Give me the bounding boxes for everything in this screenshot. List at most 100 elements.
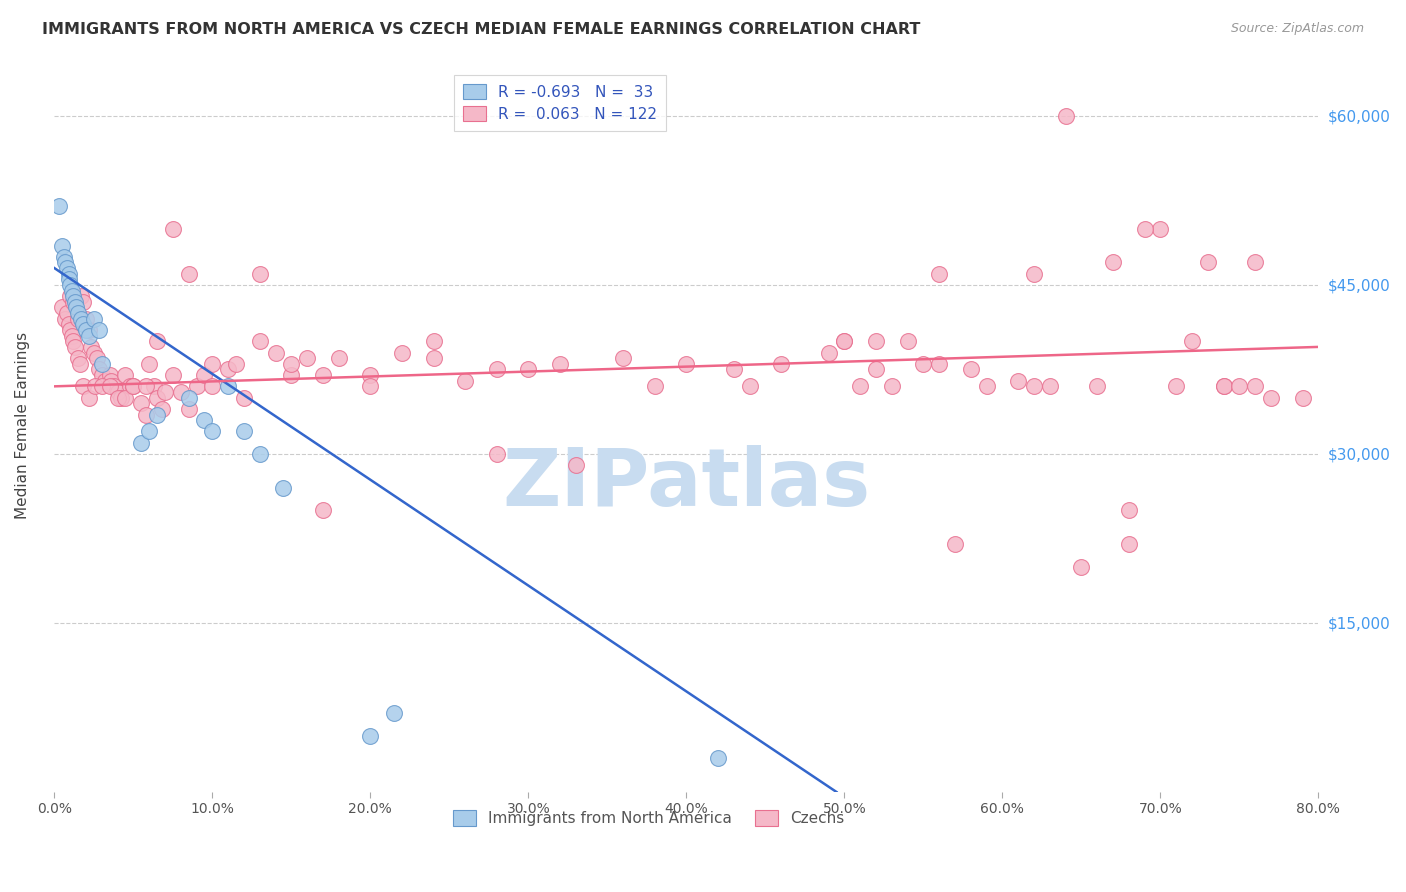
- Point: [100, 374, 122, 388]
- Point: [485, 362, 508, 376]
- Point: [249, 267, 271, 281]
- Point: [162, 368, 184, 382]
- Point: [1085, 379, 1108, 393]
- Point: [58, 272, 80, 286]
- Point: [146, 391, 169, 405]
- Point: [142, 379, 165, 393]
- Point: [77, 328, 100, 343]
- Point: [232, 425, 254, 439]
- Point: [485, 447, 508, 461]
- Point: [138, 425, 160, 439]
- Point: [232, 391, 254, 405]
- Point: [83, 345, 105, 359]
- Point: [170, 384, 193, 399]
- Point: [110, 391, 132, 405]
- Point: [51, 301, 73, 315]
- Point: [56, 306, 79, 320]
- Point: [56, 260, 79, 275]
- Point: [150, 401, 173, 416]
- Point: [62, 334, 84, 349]
- Point: [280, 357, 302, 371]
- Point: [66, 311, 89, 326]
- Point: [422, 334, 444, 349]
- Point: [880, 379, 903, 393]
- Point: [103, 379, 125, 393]
- Point: [153, 384, 176, 399]
- Point: [976, 379, 998, 393]
- Point: [107, 391, 129, 405]
- Point: [770, 357, 793, 371]
- Point: [120, 379, 142, 393]
- Point: [52, 250, 75, 264]
- Point: [1022, 379, 1045, 393]
- Point: [193, 413, 215, 427]
- Point: [107, 384, 129, 399]
- Point: [359, 379, 381, 393]
- Point: [359, 368, 381, 382]
- Point: [98, 379, 121, 393]
- Point: [328, 351, 350, 366]
- Point: [834, 334, 856, 349]
- Point: [59, 277, 82, 292]
- Point: [1181, 334, 1204, 349]
- Point: [72, 379, 94, 393]
- Point: [201, 379, 224, 393]
- Point: [295, 351, 318, 366]
- Point: [1007, 374, 1029, 388]
- Point: [90, 357, 112, 371]
- Point: [1118, 537, 1140, 551]
- Point: [98, 368, 121, 382]
- Point: [382, 706, 405, 720]
- Point: [62, 294, 84, 309]
- Point: [146, 408, 169, 422]
- Point: [87, 323, 110, 337]
- Point: [422, 351, 444, 366]
- Point: [69, 357, 91, 371]
- Point: [79, 340, 101, 354]
- Point: [90, 379, 112, 393]
- Point: [72, 318, 94, 332]
- Point: [65, 301, 87, 315]
- Point: [201, 425, 224, 439]
- Point: [58, 267, 80, 281]
- Point: [135, 408, 157, 422]
- Point: [707, 751, 730, 765]
- Point: [83, 311, 105, 326]
- Point: [60, 328, 83, 343]
- Point: [72, 294, 94, 309]
- Point: [59, 289, 82, 303]
- Legend: Immigrants from North America, Czechs: Immigrants from North America, Czechs: [444, 801, 853, 836]
- Point: [928, 267, 950, 281]
- Point: [58, 318, 80, 332]
- Point: [138, 357, 160, 371]
- Point: [122, 379, 145, 393]
- Point: [53, 311, 76, 326]
- Point: [48, 199, 70, 213]
- Point: [1022, 267, 1045, 281]
- Text: IMMIGRANTS FROM NORTH AMERICA VS CZECH MEDIAN FEMALE EARNINGS CORRELATION CHART: IMMIGRANTS FROM NORTH AMERICA VS CZECH M…: [42, 22, 921, 37]
- Point: [217, 362, 239, 376]
- Point: [1229, 379, 1251, 393]
- Point: [66, 351, 89, 366]
- Point: [249, 334, 271, 349]
- Point: [1102, 255, 1125, 269]
- Point: [280, 368, 302, 382]
- Point: [723, 362, 745, 376]
- Point: [177, 401, 200, 416]
- Point: [129, 396, 152, 410]
- Point: [186, 379, 208, 393]
- Point: [912, 357, 935, 371]
- Point: [77, 323, 100, 337]
- Point: [849, 379, 872, 393]
- Point: [94, 374, 117, 388]
- Point: [114, 368, 136, 382]
- Point: [644, 379, 666, 393]
- Y-axis label: Median Female Earnings: Median Female Earnings: [15, 332, 30, 519]
- Point: [75, 323, 97, 337]
- Point: [817, 345, 839, 359]
- Point: [612, 351, 634, 366]
- Point: [548, 357, 571, 371]
- Point: [135, 379, 157, 393]
- Point: [391, 345, 413, 359]
- Point: [1197, 255, 1219, 269]
